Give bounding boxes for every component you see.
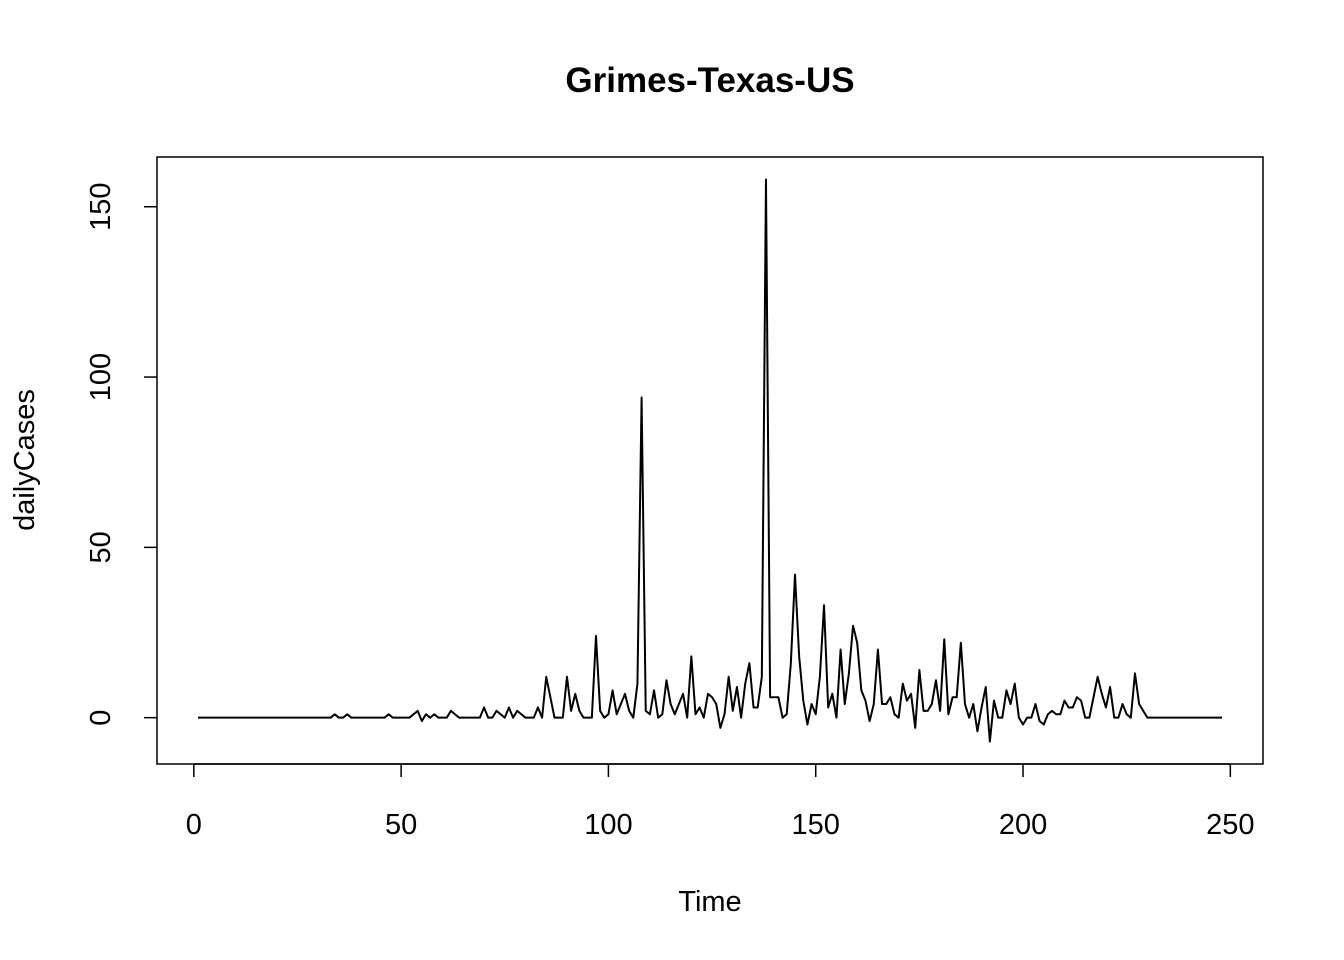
series-group [198, 179, 1222, 741]
plot-frame [157, 157, 1263, 764]
chart-title: Grimes-Texas-US [565, 61, 854, 100]
x-tick-label: 250 [1206, 809, 1254, 841]
x-axis: 0 50 100 150 200 250 [186, 764, 1255, 841]
x-axis-label: Time [678, 886, 741, 918]
x-tick-label: 0 [186, 809, 202, 841]
y-tick-label: 50 [85, 531, 117, 563]
y-tick-label: 150 [85, 183, 117, 231]
y-axis-label: dailyCases [9, 389, 41, 531]
y-tick-label: 0 [85, 710, 117, 726]
x-tick-label: 200 [999, 809, 1047, 841]
x-tick-label: 100 [584, 809, 632, 841]
x-tick-label: 50 [385, 809, 417, 841]
y-axis: 0 50 100 150 [85, 183, 157, 726]
y-tick-label: 100 [85, 353, 117, 401]
series-line [198, 179, 1222, 741]
x-tick-label: 150 [792, 809, 840, 841]
